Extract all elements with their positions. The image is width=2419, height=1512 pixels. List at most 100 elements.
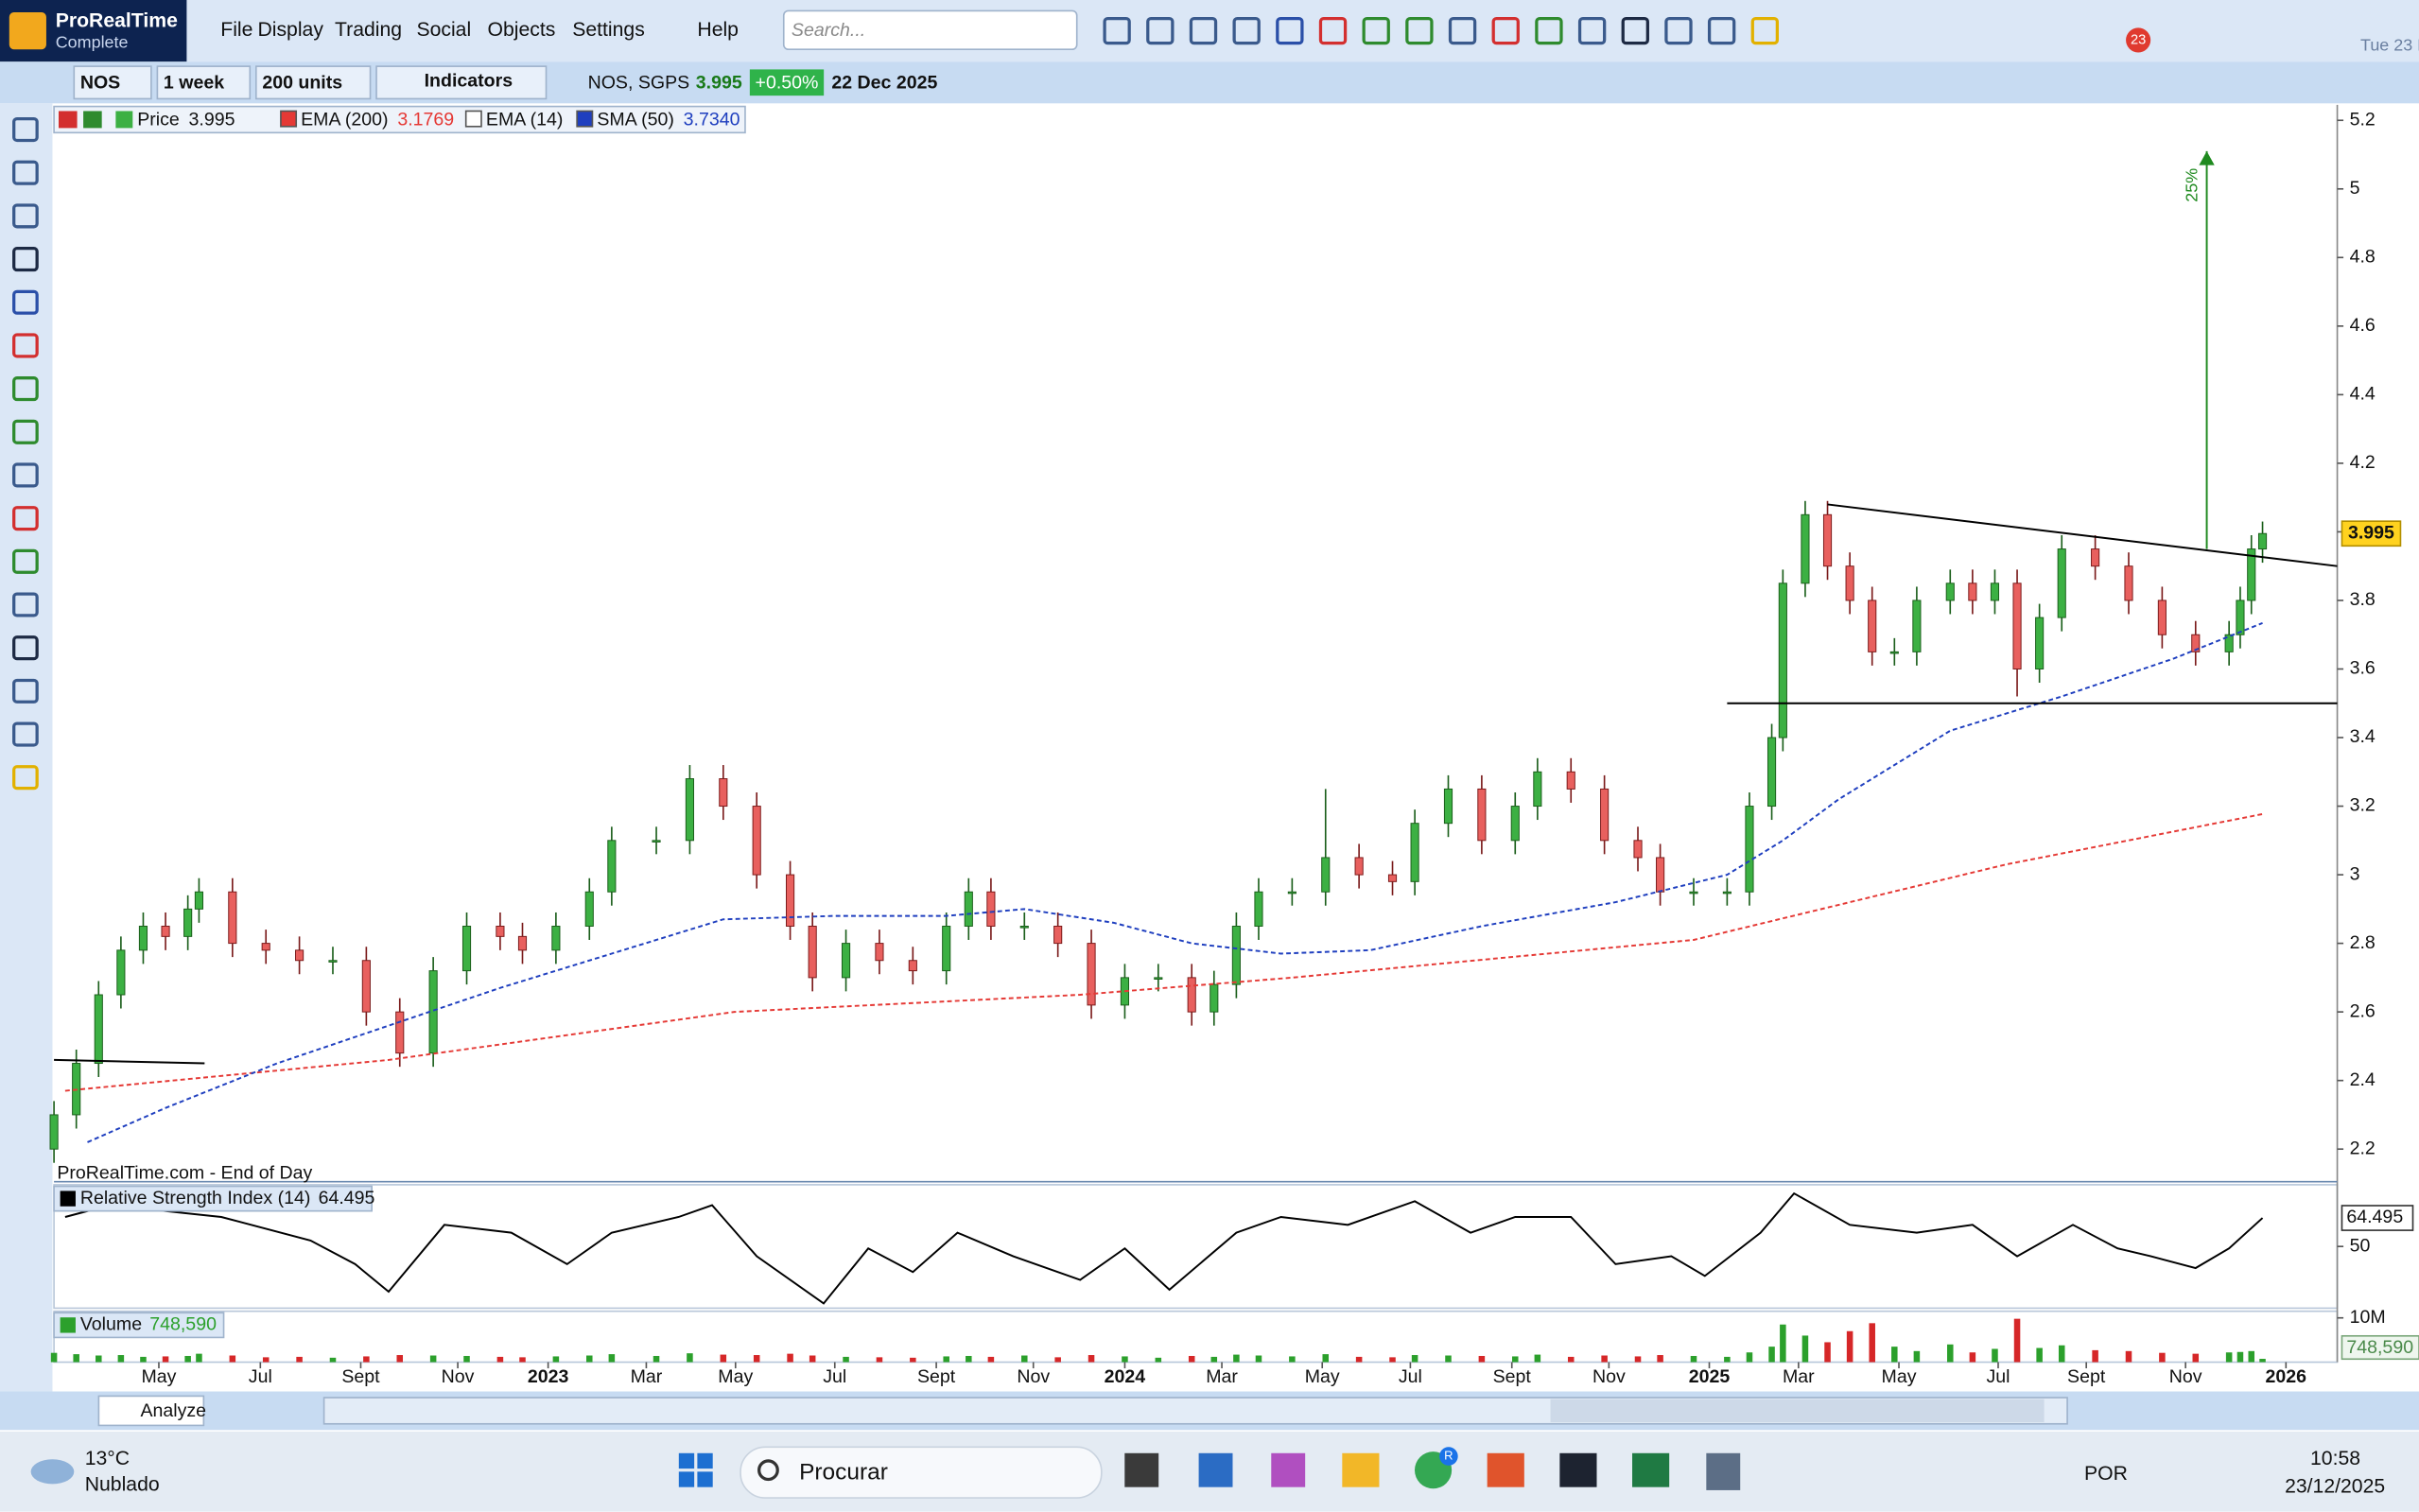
app-icon[interactable] xyxy=(1124,1452,1159,1487)
value-marker-label: 64.495 xyxy=(2346,1207,2403,1227)
menu-item[interactable]: Display xyxy=(257,19,323,41)
side-tool-icon[interactable] xyxy=(12,462,39,488)
tool-icon[interactable] xyxy=(1103,16,1131,45)
app-icon[interactable] xyxy=(1706,1452,1741,1490)
app-icon[interactable] xyxy=(1559,1452,1597,1487)
y-tick-label: 2.4 xyxy=(2350,1069,2375,1090)
tools-column xyxy=(0,103,53,1392)
search-box[interactable] xyxy=(782,9,1078,51)
indicators-box[interactable] xyxy=(375,65,548,100)
side-tool-icon[interactable] xyxy=(12,333,39,358)
volume-bar xyxy=(1801,1335,1809,1363)
app-icon[interactable] xyxy=(1271,1452,1306,1487)
volume-bar xyxy=(2236,1351,2244,1363)
period-box[interactable] xyxy=(156,65,252,100)
taskbar-search[interactable] xyxy=(740,1446,1103,1499)
menu-item[interactable]: Help xyxy=(697,19,739,41)
side-tool-icon[interactable] xyxy=(12,548,39,574)
candle-body xyxy=(841,943,851,979)
tool-icon[interactable] xyxy=(1232,16,1261,45)
volume-bar xyxy=(2225,1352,2233,1363)
value-marker-label: 748,590 xyxy=(2346,1337,2413,1358)
tool-icon[interactable] xyxy=(1707,16,1736,45)
menu-item[interactable]: Settings xyxy=(572,19,645,41)
volume-bar xyxy=(519,1357,526,1363)
volume-bar xyxy=(2013,1318,2021,1363)
candle-body xyxy=(49,1114,59,1150)
start-icon[interactable] xyxy=(678,1452,695,1469)
side-tool-icon[interactable] xyxy=(12,247,39,272)
tool-icon[interactable] xyxy=(1448,16,1477,45)
side-tool-icon[interactable] xyxy=(12,289,39,315)
app-icon[interactable] xyxy=(1487,1452,1524,1487)
volume-bar xyxy=(262,1357,270,1363)
app-icon[interactable] xyxy=(1342,1452,1380,1487)
legend-value: 3.1769 xyxy=(397,109,454,130)
volume-bar xyxy=(2092,1349,2098,1363)
side-tool-icon[interactable] xyxy=(12,116,39,143)
candle-body xyxy=(1254,891,1263,927)
start-icon xyxy=(697,1471,713,1487)
tool-icon[interactable] xyxy=(1577,16,1607,45)
x-tick-label: Sept xyxy=(2067,1366,2106,1387)
candle-body xyxy=(1633,840,1643,859)
tool-icon[interactable] xyxy=(1362,16,1390,45)
quote-date: 22 Dec 2025 xyxy=(831,72,937,93)
tool-icon[interactable] xyxy=(1189,16,1218,45)
side-tool-icon[interactable] xyxy=(12,678,39,704)
tool-icon[interactable] xyxy=(1146,16,1175,45)
tool-icon[interactable] xyxy=(1621,16,1649,45)
volume-bar xyxy=(1780,1324,1786,1363)
tool-icon[interactable] xyxy=(1276,16,1304,45)
volume-bar xyxy=(1478,1355,1486,1363)
x-tick-label: 2025 xyxy=(1689,1366,1731,1387)
side-tool-icon[interactable] xyxy=(12,419,39,444)
tool-icon[interactable] xyxy=(1535,16,1563,45)
side-tool-icon[interactable] xyxy=(12,635,39,661)
candle-body xyxy=(1845,565,1854,601)
tool-icon[interactable] xyxy=(1318,16,1348,45)
scroll-thumb[interactable] xyxy=(1550,1399,2045,1423)
volume-bar xyxy=(1122,1356,1128,1363)
x-tick-label: Jul xyxy=(823,1366,846,1387)
y-tick-label: 3 xyxy=(2350,863,2360,884)
menu-item[interactable]: Trading xyxy=(335,19,402,41)
side-tool-icon[interactable] xyxy=(12,376,39,402)
menu-item[interactable]: Social xyxy=(416,19,471,41)
menu-item[interactable]: Objects xyxy=(488,19,556,41)
side-tool-icon[interactable] xyxy=(12,506,39,531)
candle-body xyxy=(808,925,817,979)
side-tool-icon[interactable] xyxy=(12,765,39,791)
candle-body xyxy=(1656,857,1665,893)
side-tool-icon[interactable] xyxy=(12,160,39,185)
menu-item[interactable]: File xyxy=(220,19,252,41)
volume-bar xyxy=(608,1354,616,1363)
tool-icon[interactable] xyxy=(1491,16,1520,45)
side-tool-icon[interactable] xyxy=(12,721,39,747)
volume-bar xyxy=(843,1356,849,1363)
tool-icon[interactable] xyxy=(1750,16,1780,45)
x-tick-label: Sept xyxy=(1493,1366,1532,1387)
candle-body xyxy=(361,960,371,1013)
candle-body xyxy=(194,891,204,910)
candle-body xyxy=(1822,513,1833,567)
side-tool-icon[interactable] xyxy=(12,592,39,617)
volume-bar xyxy=(1824,1342,1831,1363)
symbol: NOS xyxy=(80,72,120,93)
x-tick-label: Nov xyxy=(442,1366,475,1387)
volume-bar xyxy=(1657,1355,1663,1363)
candle-body xyxy=(1187,977,1196,1013)
analyze-button[interactable] xyxy=(97,1395,205,1427)
app-icon[interactable] xyxy=(1198,1452,1233,1487)
candle-body xyxy=(2035,617,2045,669)
tool-icon[interactable] xyxy=(1405,16,1434,45)
notification-badge[interactable] xyxy=(2126,27,2151,53)
side-tool-icon[interactable] xyxy=(12,203,39,229)
y-tick-label: 3.2 xyxy=(2350,795,2375,816)
x-tick-label: 2023 xyxy=(528,1366,569,1387)
units-box[interactable] xyxy=(254,65,372,100)
symbol-box[interactable] xyxy=(73,65,152,100)
y-tick-label: 3.6 xyxy=(2350,658,2375,679)
app-icon[interactable] xyxy=(1632,1452,1670,1487)
tool-icon[interactable] xyxy=(1664,16,1693,45)
